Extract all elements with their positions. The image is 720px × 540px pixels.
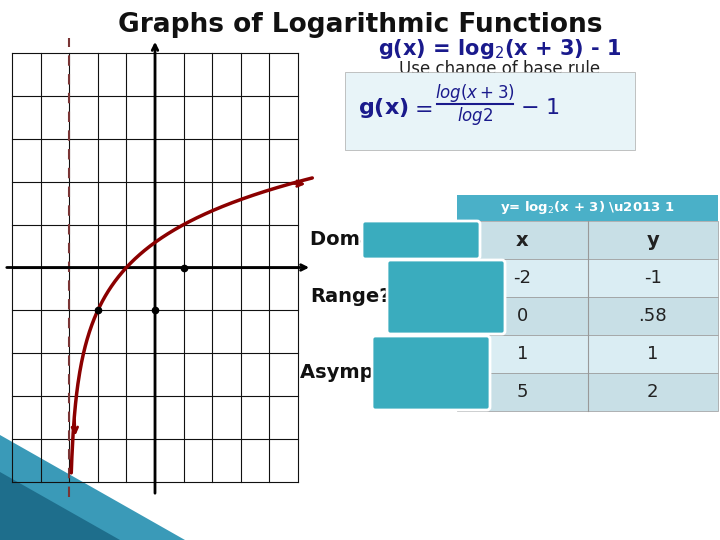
Bar (457, 195, 718, 221)
Bar (345, 72, 635, 150)
Text: 5: 5 (516, 383, 528, 401)
Bar (457, 297, 718, 335)
Text: $=$: $=$ (410, 98, 433, 118)
Text: 1: 1 (647, 345, 658, 363)
Text: $\mathbf{g(x)}$: $\mathbf{g(x)}$ (358, 96, 409, 120)
Text: y= log$_2$(x + 3) \u2013 1: y= log$_2$(x + 3) \u2013 1 (500, 199, 675, 217)
FancyBboxPatch shape (372, 336, 490, 410)
Polygon shape (0, 472, 120, 540)
Text: 0: 0 (517, 307, 528, 325)
Text: $log2$: $log2$ (456, 105, 493, 127)
Text: Use change of base rule: Use change of base rule (400, 60, 600, 78)
Text: .58: .58 (639, 307, 667, 325)
Text: -1: -1 (644, 269, 662, 287)
Text: Domain?  (: Domain? ( (310, 231, 427, 249)
FancyBboxPatch shape (362, 221, 480, 259)
Text: y: y (647, 231, 659, 249)
Bar (457, 259, 718, 297)
Text: $-\ 1$: $-\ 1$ (520, 98, 560, 118)
FancyBboxPatch shape (387, 260, 505, 334)
Bar (457, 335, 718, 373)
Bar (457, 221, 718, 259)
Text: 2: 2 (647, 383, 659, 401)
Text: x: x (516, 231, 528, 249)
Bar (457, 373, 718, 411)
Text: $log(x+3)$: $log(x+3)$ (435, 82, 515, 104)
Text: Graphs of Logarithmic Functions: Graphs of Logarithmic Functions (118, 12, 602, 38)
Text: Range?: Range? (310, 287, 391, 307)
Text: 1: 1 (516, 345, 528, 363)
Text: g(x) = log$_2$(x + 3) - 1: g(x) = log$_2$(x + 3) - 1 (378, 37, 621, 61)
Text: -2: -2 (513, 269, 531, 287)
Text: Asymptotes?  x: Asymptotes? x (300, 363, 468, 382)
Polygon shape (0, 435, 185, 540)
